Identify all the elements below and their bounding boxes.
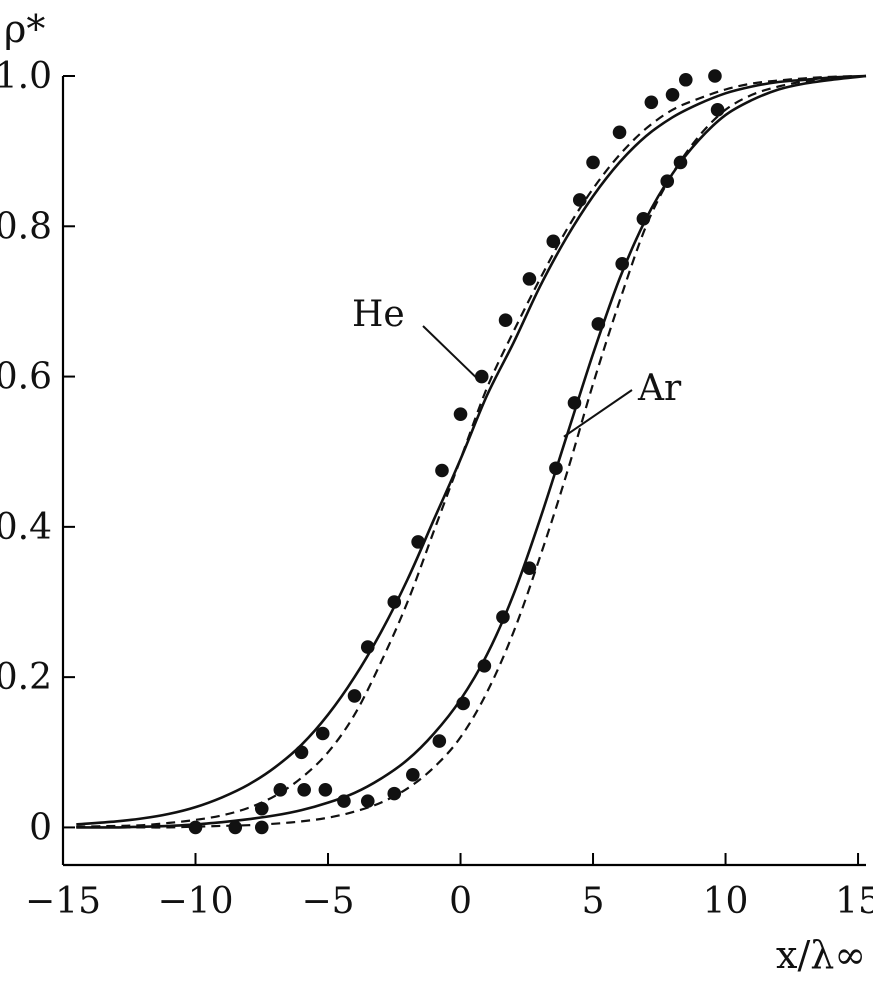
- he-data-point: [360, 640, 375, 654]
- ar-data-point: [710, 103, 725, 117]
- ar-data-point: [360, 794, 375, 808]
- he-data-point: [572, 193, 587, 207]
- y-tick-label: 0.4: [0, 507, 52, 548]
- annotation-ar: Ar: [637, 368, 682, 409]
- ar-data-point: [549, 461, 563, 476]
- ar-data-point: [337, 794, 351, 808]
- ar-data-point: [496, 610, 510, 624]
- x-axis-label: x/λ∞: [776, 933, 866, 977]
- ar-data-point: [456, 696, 470, 711]
- y-axis-label: ρ*: [4, 7, 45, 51]
- x-tick-label: −10: [158, 881, 234, 922]
- he-data-point: [315, 726, 330, 741]
- he-data-point: [347, 689, 362, 703]
- he-data-point: [294, 745, 309, 760]
- ar-data-point: [318, 783, 333, 797]
- ar-data-point: [188, 820, 203, 835]
- ticks-layer: −15 −10 −5 0 5 10 15 0 0.2 0.4 0.6 0.8 1.0: [0, 56, 873, 922]
- ar-data-point: [387, 786, 402, 801]
- he-data-point: [474, 369, 489, 384]
- ar-solid-curve: [76, 74, 867, 829]
- ar-data-point: [228, 820, 243, 835]
- y-tick-label: 1.0: [0, 56, 52, 97]
- he-data-point: [665, 87, 680, 102]
- y-tick-label: 0.8: [0, 206, 52, 247]
- curves-layer: [76, 74, 867, 829]
- he-data-point: [644, 95, 659, 110]
- ar-data-point: [522, 561, 537, 575]
- ar-dashed-curve: [76, 74, 867, 829]
- ar-data-point: [432, 734, 447, 748]
- ar-data-point: [591, 317, 606, 331]
- he-data-point: [435, 463, 449, 478]
- he-data-point: [254, 801, 269, 816]
- he-data-point: [586, 155, 600, 170]
- x-tick-label: −5: [301, 881, 354, 922]
- x-tick-label: 10: [703, 881, 749, 922]
- he-data-point: [387, 595, 402, 609]
- he-data-point: [708, 69, 722, 83]
- ar-data-point: [567, 396, 582, 410]
- y-tick-label: 0.2: [0, 657, 52, 698]
- x-tick-label: −15: [25, 881, 101, 922]
- he-data-point: [612, 125, 627, 140]
- he-data-point: [498, 313, 513, 328]
- annotation-he-leader: [422, 325, 480, 382]
- ar-data-point: [297, 783, 311, 797]
- x-tick-label: 5: [582, 881, 605, 922]
- he-solid-curve: [76, 74, 867, 826]
- ar-data-point: [406, 768, 420, 782]
- ar-data-point: [636, 211, 651, 226]
- he-data-point: [522, 272, 537, 286]
- he-data-point: [678, 72, 693, 87]
- y-tick-label: 0.6: [0, 357, 52, 398]
- annotation-he: He: [352, 294, 405, 335]
- he-data-point: [453, 407, 468, 421]
- ar-data-point: [477, 659, 492, 673]
- ar-data-point: [660, 174, 675, 188]
- x-tick-label: 15: [835, 881, 873, 922]
- he-data-point: [546, 234, 561, 249]
- y-tick-label: 0: [29, 807, 52, 848]
- x-tick-label: 0: [449, 881, 472, 922]
- ar-data-point: [615, 257, 629, 271]
- points-layer: [188, 69, 725, 835]
- ar-data-point: [254, 820, 269, 835]
- he-dashed-curve: [76, 74, 867, 828]
- ar-data-point: [673, 155, 688, 170]
- he-data-point: [411, 535, 425, 549]
- ar-data-point: [273, 783, 288, 797]
- annotation-ar-leader: [563, 389, 633, 438]
